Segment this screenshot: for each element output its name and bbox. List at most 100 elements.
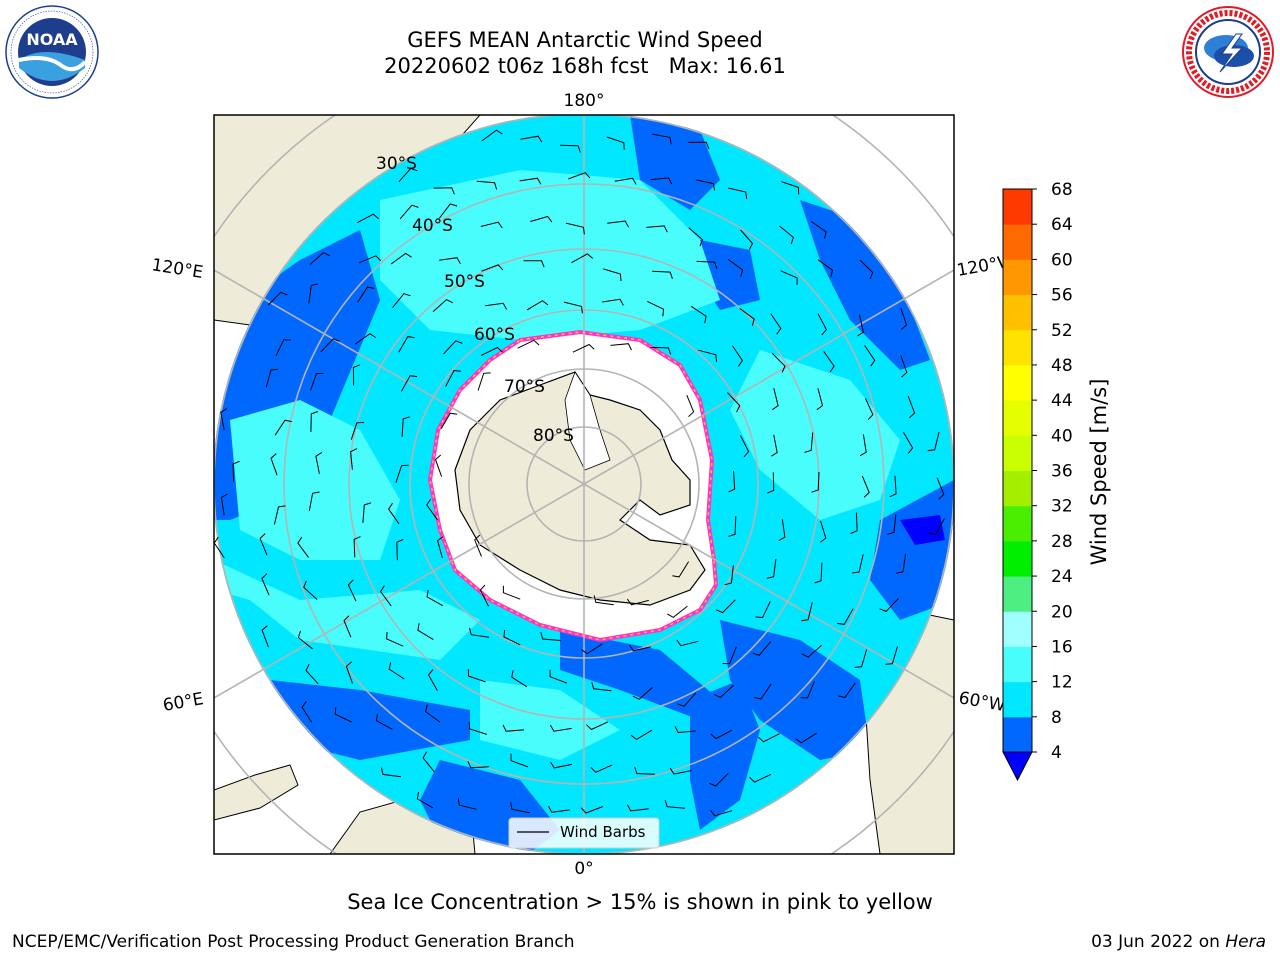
lat-label-80: 80°S xyxy=(533,426,574,446)
wind-barb xyxy=(896,553,907,574)
wind-barb xyxy=(728,471,736,493)
wind-barb xyxy=(426,589,444,607)
wind-barb xyxy=(416,791,434,809)
wind-barb xyxy=(801,602,813,622)
wind-barbs-legend: Wind Barbs xyxy=(508,817,660,849)
wind-barb xyxy=(563,301,583,314)
wind-barb xyxy=(398,167,418,183)
wind-barb xyxy=(889,475,897,498)
wind-barb xyxy=(434,454,443,477)
wind-barb xyxy=(819,520,827,543)
lat-label-50: 50°S xyxy=(444,272,485,292)
wind-barb xyxy=(267,291,288,306)
colorbar-tick-label: 48 xyxy=(1051,356,1073,376)
colorbar-segment xyxy=(1003,646,1032,683)
wind-barb xyxy=(801,644,822,658)
wind-barb xyxy=(861,475,870,498)
wind-barb xyxy=(626,804,649,812)
footer-host: Hera xyxy=(1225,932,1266,952)
wind-barb xyxy=(485,302,508,310)
wind-barb xyxy=(817,259,834,278)
wind-barb xyxy=(352,364,361,386)
colorbar-tick-label: 40 xyxy=(1051,426,1073,446)
wind-barb xyxy=(297,630,313,650)
wind-barb xyxy=(439,257,461,265)
wind-barb xyxy=(695,179,716,191)
wind-barb xyxy=(664,799,686,809)
colorbar-tick-label: 44 xyxy=(1051,391,1073,411)
wind-barb xyxy=(261,573,270,596)
colorbar-segment xyxy=(1003,259,1032,296)
wind-barb xyxy=(480,346,503,356)
wind-barb xyxy=(387,502,400,525)
wind-barb xyxy=(259,533,268,556)
wind-barb xyxy=(422,751,435,773)
wind-barb xyxy=(560,144,581,153)
wind-barb xyxy=(425,704,441,723)
colorbar-tick-label: 60 xyxy=(1051,250,1073,270)
wind-barb xyxy=(652,133,672,145)
wind-barb xyxy=(630,729,653,741)
wind-barb xyxy=(438,203,458,219)
wind-barb xyxy=(811,471,820,493)
wind-barb xyxy=(710,809,733,817)
wind-barb xyxy=(586,721,609,731)
wind-barb xyxy=(445,369,461,387)
colorbar-segment xyxy=(1003,540,1032,577)
wind-barb xyxy=(502,724,525,732)
wind-barb xyxy=(857,314,864,337)
antarctica-land xyxy=(454,371,706,606)
wind-barb xyxy=(634,766,655,775)
wind-barb xyxy=(900,307,908,330)
wind-barb xyxy=(755,601,771,619)
lon-label-0: 0° xyxy=(574,859,593,879)
wind-barb xyxy=(400,375,418,392)
wind-barb xyxy=(780,270,798,285)
wind-barb xyxy=(474,534,482,557)
wind-barb xyxy=(334,707,352,723)
wind-barb xyxy=(688,227,703,247)
lat-label-60: 60°S xyxy=(474,325,515,345)
wind-barb xyxy=(804,432,814,453)
wind-barb xyxy=(837,608,854,625)
wind-barb xyxy=(713,684,734,698)
wind-barb xyxy=(837,682,856,699)
colorbar-segment xyxy=(1003,329,1032,366)
wind-barb xyxy=(823,351,835,373)
wind-barb xyxy=(347,579,357,602)
wind-barb xyxy=(549,724,572,732)
colorbar-tick-label: 16 xyxy=(1051,637,1073,657)
wind-barb xyxy=(398,336,415,353)
wind-barb xyxy=(379,585,392,607)
wind-barb xyxy=(770,313,782,335)
wind-barb xyxy=(386,631,404,647)
wind-barb xyxy=(590,764,613,773)
wind-barb xyxy=(907,396,916,419)
wind-barb xyxy=(270,453,278,476)
wind-barb xyxy=(571,253,594,264)
wind-barb xyxy=(816,388,824,411)
footer-date-text: 03 Jun 2022 on xyxy=(1091,932,1226,952)
wind-barb xyxy=(715,599,736,614)
wind-barb xyxy=(345,661,353,684)
wind-barb xyxy=(540,632,561,641)
colorbar-tick-label: 12 xyxy=(1051,673,1073,693)
wind-barb xyxy=(350,422,364,441)
wind-barb xyxy=(396,539,404,561)
graticule xyxy=(214,115,954,854)
wind-barb xyxy=(652,270,673,279)
lat-label-30: 30°S xyxy=(376,154,417,174)
wind-barb xyxy=(443,340,463,355)
wind-barb xyxy=(437,536,444,559)
wind-barb xyxy=(427,669,438,691)
wind-barb xyxy=(696,260,718,269)
wind-barb xyxy=(593,595,614,606)
footer-date: 03 Jun 2022 on Hera xyxy=(1091,932,1266,952)
wind-barb xyxy=(315,451,323,474)
wind-barb xyxy=(511,670,528,688)
wind-barb xyxy=(265,368,279,388)
colorbar-tick-label: 36 xyxy=(1051,462,1073,482)
colorbar-segment xyxy=(1003,294,1032,331)
wind-barb xyxy=(467,761,489,769)
